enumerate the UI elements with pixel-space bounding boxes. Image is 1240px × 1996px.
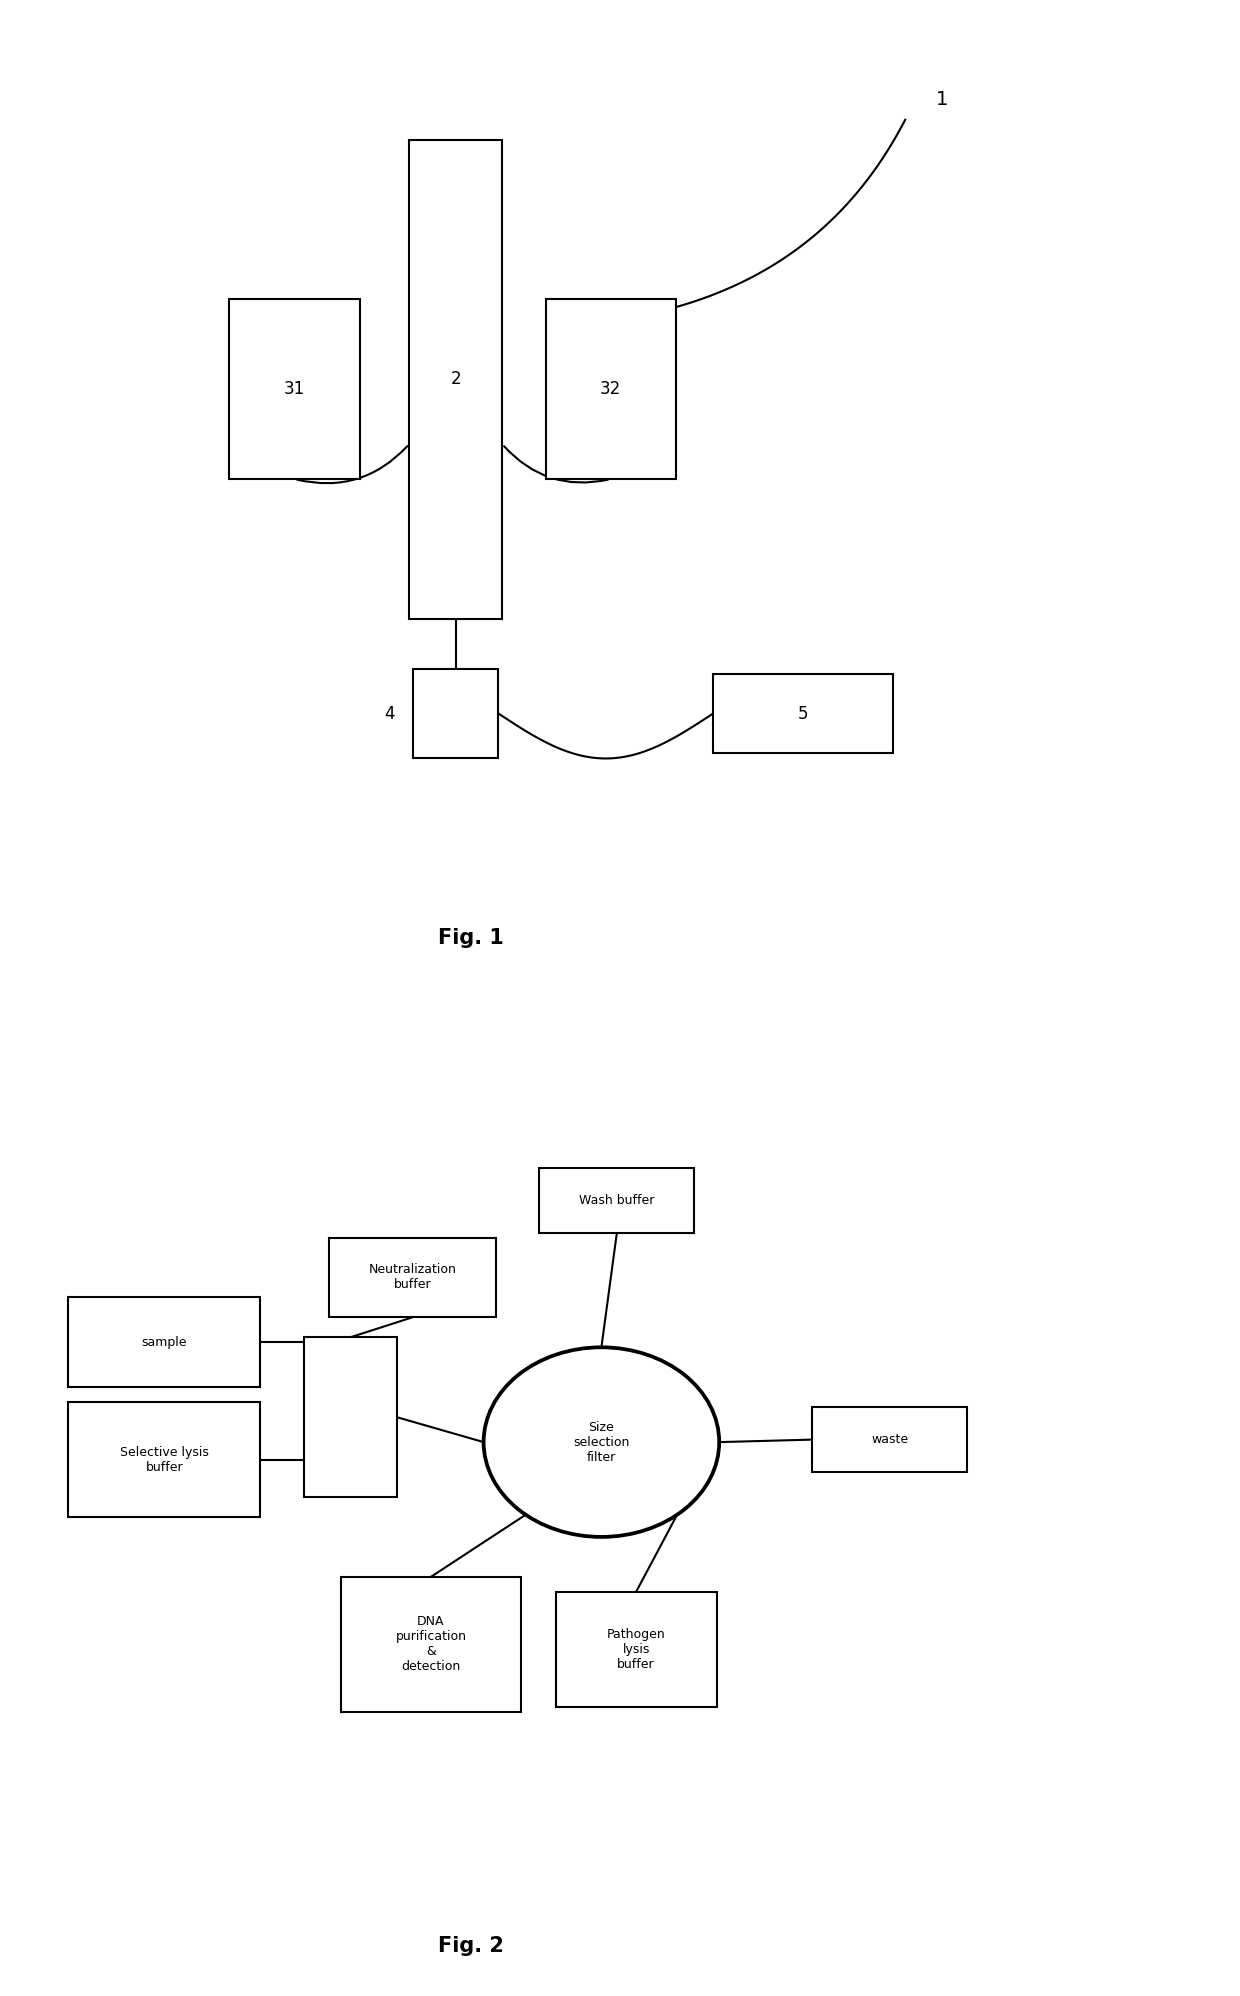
FancyBboxPatch shape <box>556 1593 717 1707</box>
FancyBboxPatch shape <box>329 1238 496 1317</box>
Text: Selective lysis
buffer: Selective lysis buffer <box>120 1445 208 1473</box>
Text: Size
selection
filter: Size selection filter <box>573 1421 630 1463</box>
Text: 2: 2 <box>450 369 461 389</box>
FancyBboxPatch shape <box>68 1403 260 1517</box>
FancyBboxPatch shape <box>409 140 502 619</box>
FancyBboxPatch shape <box>812 1407 967 1473</box>
Text: 31: 31 <box>284 379 305 399</box>
Text: Wash buffer: Wash buffer <box>579 1194 655 1208</box>
Text: sample: sample <box>141 1335 187 1349</box>
FancyBboxPatch shape <box>341 1577 521 1713</box>
Text: 32: 32 <box>600 379 621 399</box>
Text: DNA
purification
&
detection: DNA purification & detection <box>396 1615 466 1673</box>
Text: Pathogen
lysis
buffer: Pathogen lysis buffer <box>606 1627 666 1671</box>
FancyBboxPatch shape <box>713 675 893 754</box>
Text: Neutralization
buffer: Neutralization buffer <box>368 1263 456 1291</box>
FancyBboxPatch shape <box>539 1168 694 1232</box>
Text: 5: 5 <box>797 705 808 723</box>
FancyBboxPatch shape <box>304 1337 397 1497</box>
Text: waste: waste <box>872 1433 908 1447</box>
FancyBboxPatch shape <box>229 299 360 479</box>
Text: 1: 1 <box>936 90 949 110</box>
Text: 4: 4 <box>384 705 394 723</box>
Text: Fig. 2: Fig. 2 <box>438 1936 505 1956</box>
FancyBboxPatch shape <box>546 299 676 479</box>
FancyBboxPatch shape <box>413 669 498 758</box>
Text: Fig. 1: Fig. 1 <box>438 928 505 948</box>
FancyBboxPatch shape <box>68 1297 260 1387</box>
